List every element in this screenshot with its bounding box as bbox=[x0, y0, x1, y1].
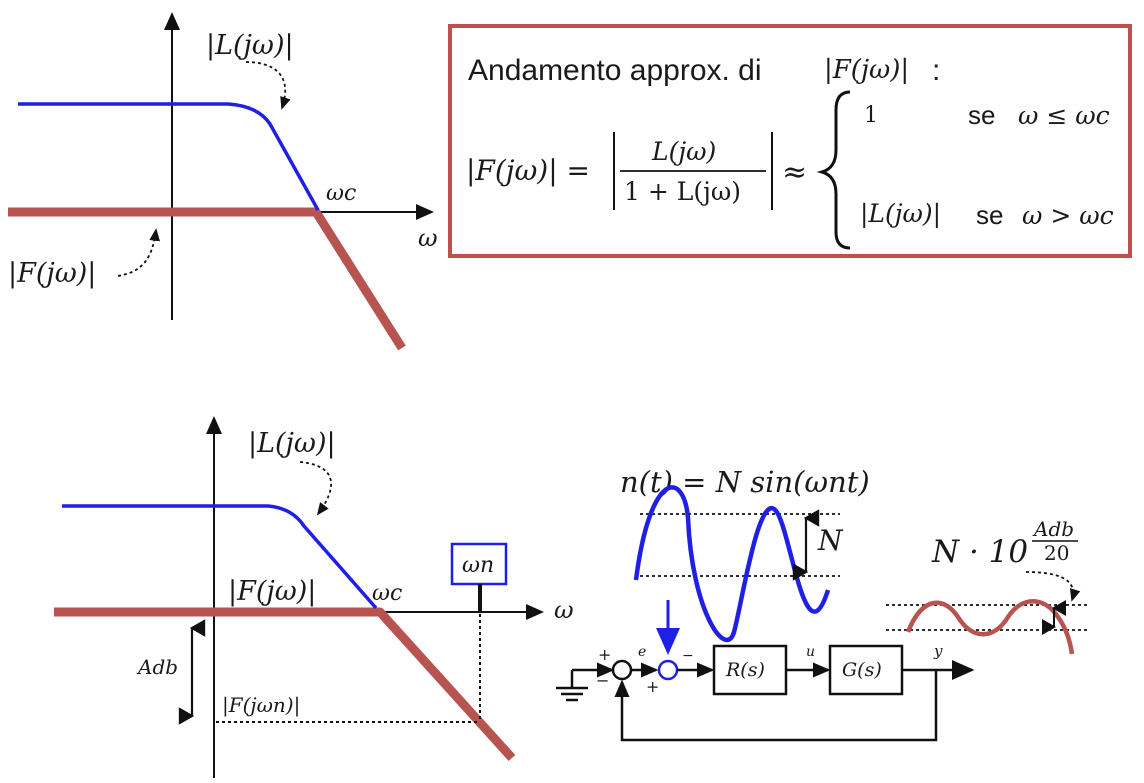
sum2-minus-sign: − bbox=[682, 648, 694, 664]
bottom-F-label: |F(jω)| bbox=[228, 576, 316, 607]
top-w-label: ω bbox=[418, 224, 438, 252]
noise-equation: n(t) = N sin(ωnt) bbox=[620, 465, 870, 499]
case1-value: 1 bbox=[864, 103, 878, 128]
sum2-plus-sign: + bbox=[646, 677, 659, 696]
case2-condition: ω > ωc bbox=[1022, 201, 1114, 230]
bottom-closed-loop-curve bbox=[54, 607, 516, 762]
formula-approx: ≈ bbox=[782, 155, 807, 190]
case2-se: se bbox=[976, 200, 1003, 230]
bottom-wc-label: ωc bbox=[372, 581, 402, 606]
output-amplitude: N · 10 bbox=[931, 534, 1028, 570]
formula-denominator: 1 + L(jω) bbox=[624, 177, 741, 206]
summing-junction-2 bbox=[657, 659, 679, 681]
top-wc-label: ωc bbox=[326, 181, 356, 206]
top-F-label: |F(jω)| bbox=[8, 258, 96, 289]
formula-title-math: |F(jω)| bbox=[824, 55, 909, 85]
bottom-w-label: ω bbox=[554, 596, 574, 624]
G-block bbox=[828, 644, 904, 696]
top-bode-plot: |L(jω)| |F(jω)| ωc ω bbox=[8, 12, 438, 351]
block-diagram: n(t) = N sin(ωnt) N N · 10 Adb 20 + − e … bbox=[556, 465, 1088, 742]
output-pointer bbox=[1025, 571, 1081, 602]
formula-lhs: |F(jω)| = bbox=[466, 154, 590, 187]
output-exponent-den: 20 bbox=[1044, 541, 1069, 565]
formula-box: Andamento approx. di |F(jω)| : |F(jω)| =… bbox=[448, 24, 1132, 258]
top-L-pointer bbox=[245, 61, 291, 110]
summing-junction-1 bbox=[611, 659, 633, 681]
top-F-pointer bbox=[117, 228, 161, 277]
top-loop-gain-curve bbox=[18, 102, 320, 211]
G-block-label: G(s) bbox=[842, 659, 882, 681]
formula-title-text: Andamento approx. di bbox=[468, 54, 762, 87]
adb-label: Adb bbox=[136, 655, 178, 679]
bottom-L-pointer bbox=[299, 461, 332, 516]
top-closed-loop-curve bbox=[8, 207, 406, 351]
R-block-label: R(s) bbox=[725, 659, 765, 681]
noise-sine-wave bbox=[633, 485, 831, 643]
output-exponent-num: Adb bbox=[1032, 517, 1074, 541]
sum1-minus-sign: − bbox=[596, 671, 609, 690]
bottom-loop-gain-curve bbox=[62, 504, 378, 610]
output-sine-wave bbox=[905, 599, 1075, 655]
u-label: u bbox=[806, 644, 815, 660]
R-block bbox=[712, 644, 788, 696]
N-label: N bbox=[817, 524, 844, 557]
e-label: e bbox=[638, 644, 646, 660]
wn-label: ωn bbox=[462, 553, 494, 578]
formula-numerator: L(jω) bbox=[651, 137, 716, 166]
y-label: y bbox=[933, 642, 943, 660]
case2-value: |L(jω)| bbox=[860, 199, 941, 229]
cases-brace bbox=[816, 90, 851, 250]
bottom-L-label: |L(jω)| bbox=[248, 428, 336, 459]
top-L-label: |L(jω)| bbox=[206, 30, 294, 61]
case1-condition: ω ≤ ωc bbox=[1018, 101, 1110, 130]
case1-se: se bbox=[968, 100, 995, 130]
Fwn-label: |F(jωn)| bbox=[222, 693, 300, 718]
bottom-bode-plot: |L(jω)| |F(jω)| ωc ω ωn Adb |F(jωn)| bbox=[54, 416, 574, 778]
feedback-path bbox=[614, 670, 938, 742]
formula-title-colon: : bbox=[932, 54, 940, 87]
formula-box-border bbox=[448, 24, 1132, 258]
sum1-plus-sign: + bbox=[598, 645, 611, 664]
